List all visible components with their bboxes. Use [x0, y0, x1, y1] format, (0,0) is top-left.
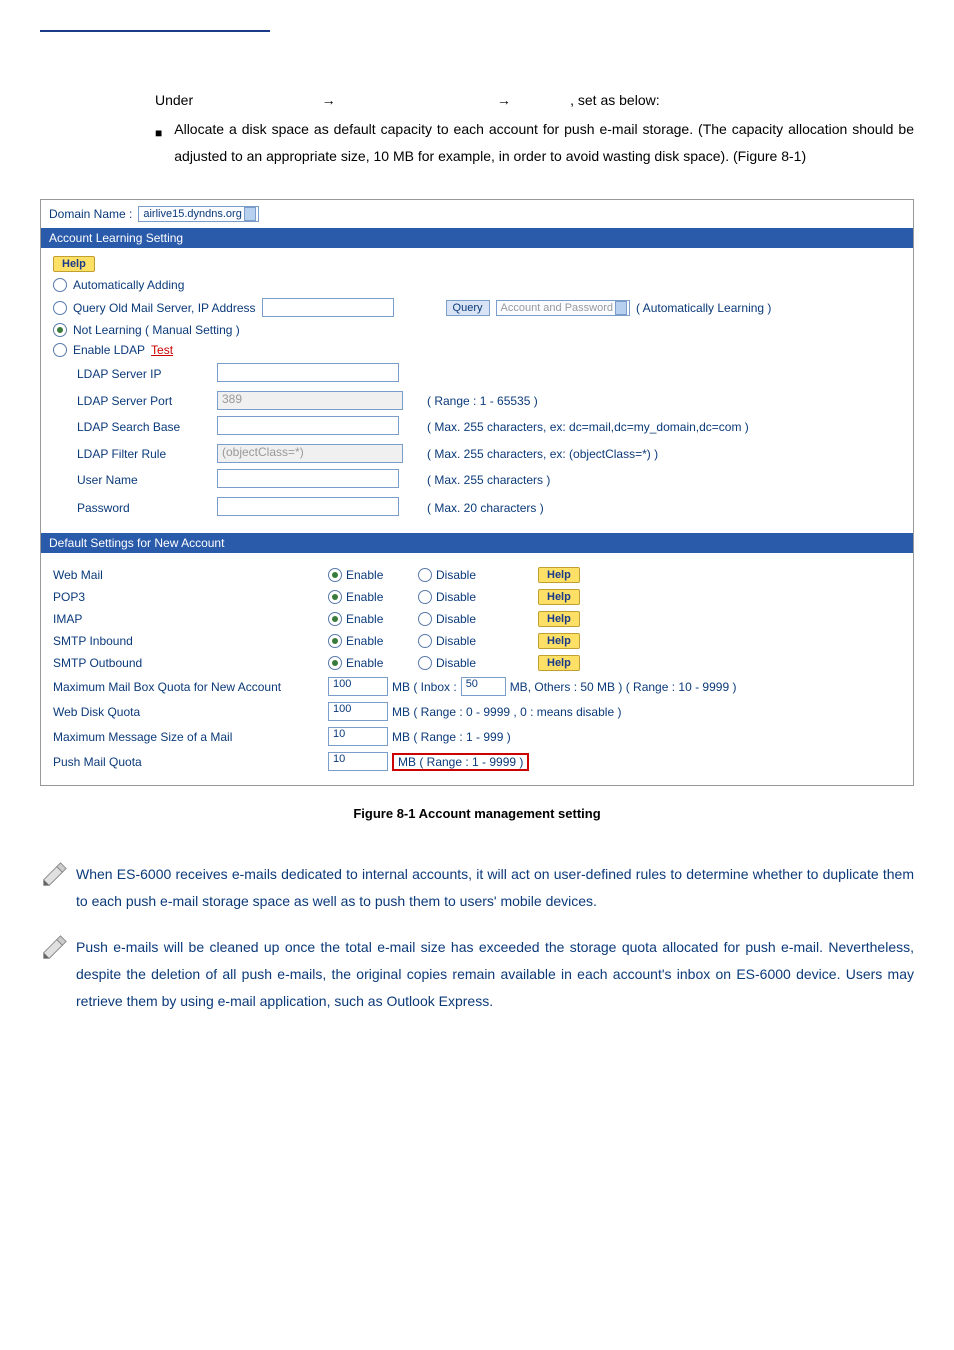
input-old-server-ip[interactable] — [262, 298, 394, 317]
help-button[interactable]: Help — [538, 589, 580, 605]
max-quota-input[interactable]: 100 — [328, 677, 388, 696]
note-1-text: When ES-6000 receives e-mails dedicated … — [76, 861, 914, 914]
ldap-port-label: LDAP Server Port — [77, 394, 217, 408]
settings-panel: Domain Name : airlive15.dyndns.org Accou… — [40, 199, 914, 786]
help-button[interactable]: Help — [538, 655, 580, 671]
ldap-username-input[interactable] — [217, 469, 399, 488]
instruction: Under Mail Management → Account Manageme… — [155, 92, 914, 108]
push-quota-label: Push Mail Quota — [53, 755, 328, 769]
ldap-port-hint: ( Range : 1 - 65535 ) — [427, 394, 538, 408]
label-auto-learning: ( Automatically Learning ) — [636, 301, 771, 315]
web-disk-label: Web Disk Quota — [53, 705, 328, 719]
ldap-username-hint: ( Max. 255 characters ) — [427, 473, 550, 487]
radio-not-learning[interactable] — [53, 323, 67, 337]
radio-pop3-enable[interactable] — [328, 590, 342, 604]
pop3-label: POP3 — [53, 590, 328, 604]
max-msg-label: Maximum Message Size of a Mail — [53, 730, 328, 744]
max-quota-label: Maximum Mail Box Quota for New Account — [53, 680, 328, 694]
smtp-out-label: SMTP Outbound — [53, 656, 328, 670]
note-pencil-icon — [40, 934, 68, 962]
section-account-learning: Account Learning Setting — [41, 228, 913, 248]
label-auto-adding: Automatically Adding — [73, 278, 184, 292]
web-disk-input[interactable]: 100 — [328, 702, 388, 721]
ldap-password-hint: ( Max. 20 characters ) — [427, 501, 544, 515]
radio-auto-adding[interactable] — [53, 278, 67, 292]
radio-imap-enable[interactable] — [328, 612, 342, 626]
domain-label: Domain Name : — [49, 207, 132, 221]
ldap-port-input[interactable]: 389 — [217, 391, 403, 410]
radio-webmail-disable[interactable] — [418, 568, 432, 582]
webmail-label: Web Mail — [53, 568, 328, 582]
radio-query-old[interactable] — [53, 301, 67, 315]
bullet-icon: ■ — [155, 122, 162, 145]
help-button[interactable]: Help — [538, 633, 580, 649]
ldap-search-hint: ( Max. 255 characters, ex: dc=mail,dc=my… — [427, 420, 749, 434]
label-query-old: Query Old Mail Server, IP Address — [73, 301, 256, 315]
inbox-label: MB ( Inbox : — [392, 680, 457, 694]
account-password-dropdown[interactable]: Account and Password — [496, 300, 631, 316]
max-msg-hint: MB ( Range : 1 - 999 ) — [392, 730, 511, 744]
query-button[interactable]: Query — [446, 300, 490, 316]
radio-enable-ldap[interactable] — [53, 343, 67, 357]
ldap-filter-hint: ( Max. 255 characters, ex: (objectClass=… — [427, 447, 658, 461]
push-quota-highlight: MB ( Range : 1 - 9999 ) — [392, 753, 529, 771]
radio-smtpin-enable[interactable] — [328, 634, 342, 648]
arrow-icon: → — [497, 92, 511, 108]
help-button[interactable]: Help — [538, 567, 580, 583]
help-button[interactable]: Help — [538, 611, 580, 627]
web-disk-hint: MB ( Range : 0 - 9999 , 0 : means disabl… — [392, 705, 621, 719]
radio-pop3-disable[interactable] — [418, 590, 432, 604]
test-link[interactable]: Test — [151, 343, 173, 357]
radio-smtpout-enable[interactable] — [328, 656, 342, 670]
inbox-input[interactable]: 50 — [461, 677, 506, 696]
radio-smtpin-disable[interactable] — [418, 634, 432, 648]
section-default-settings: Default Settings for New Account — [41, 533, 913, 553]
ldap-username-label: User Name — [77, 473, 217, 487]
figure-caption: Figure 8-1 Account management setting — [40, 806, 914, 821]
ldap-password-label: Password — [77, 501, 217, 515]
radio-webmail-enable[interactable] — [328, 568, 342, 582]
ldap-server-ip-input[interactable] — [217, 363, 399, 382]
imap-label: IMAP — [53, 612, 328, 626]
ldap-search-base-input[interactable] — [217, 416, 399, 435]
ldap-server-ip-label: LDAP Server IP — [77, 367, 217, 381]
push-quota-input[interactable]: 10 — [328, 752, 388, 771]
bullet-text: Allocate a disk space as default capacit… — [174, 116, 914, 169]
ldap-filter-input[interactable]: (objectClass=*) — [217, 444, 403, 463]
radio-smtpout-disable[interactable] — [418, 656, 432, 670]
ldap-filter-label: LDAP Filter Rule — [77, 447, 217, 461]
arrow-icon: → — [322, 92, 336, 108]
instruction-prefix: Under — [155, 92, 193, 108]
ldap-password-input[interactable] — [217, 497, 399, 516]
note-pencil-icon — [40, 861, 68, 889]
label-not-learning: Not Learning ( Manual Setting ) — [73, 323, 240, 337]
instruction-suffix: , set as below: — [570, 92, 660, 108]
radio-imap-disable[interactable] — [418, 612, 432, 626]
help-button[interactable]: Help — [53, 256, 95, 272]
header-divider — [40, 30, 270, 32]
smtp-in-label: SMTP Inbound — [53, 634, 328, 648]
inbox-suffix: MB, Others : 50 MB ) ( Range : 10 - 9999… — [510, 680, 737, 694]
domain-dropdown[interactable]: airlive15.dyndns.org — [138, 206, 258, 222]
push-quota-hint: MB ( Range : 1 - 9999 ) — [392, 753, 529, 771]
label-enable-ldap: Enable LDAP — [73, 343, 145, 357]
max-msg-input[interactable]: 10 — [328, 727, 388, 746]
note-2-text: Push e-mails will be cleaned up once the… — [76, 934, 914, 1014]
ldap-search-base-label: LDAP Search Base — [77, 420, 217, 434]
